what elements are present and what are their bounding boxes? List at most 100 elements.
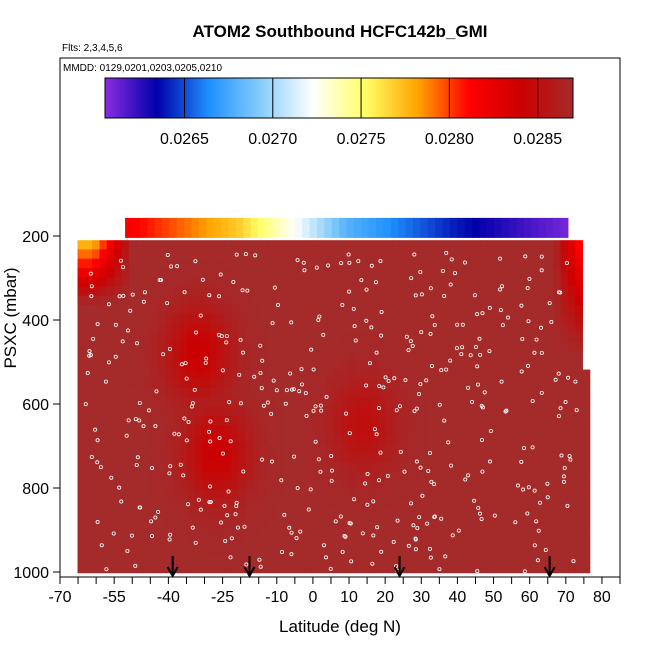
heatmap-top-band-cell (501, 217, 510, 238)
heatmap-cell (414, 489, 422, 500)
heatmap-cell (311, 406, 320, 417)
heatmap-cell (465, 461, 474, 472)
heatmap-cell (143, 360, 152, 370)
sample-point (426, 468, 431, 473)
heatmap-cell (99, 526, 108, 537)
heatmap-cell (136, 378, 144, 389)
heatmap-cell (567, 508, 576, 518)
heatmap-cell (487, 563, 496, 574)
heatmap-cell (472, 517, 481, 528)
heatmap-cell (99, 369, 108, 380)
heatmap-cell (384, 471, 393, 481)
heatmap-cell (414, 434, 422, 444)
heatmap-cell (560, 314, 569, 324)
heatmap-cell (158, 443, 166, 454)
heatmap-cell (406, 563, 415, 574)
heatmap-cell (326, 425, 335, 435)
heatmap-cell (275, 240, 283, 250)
heatmap-cell (333, 277, 342, 287)
sample-point (178, 462, 183, 467)
heatmap-cell (487, 258, 496, 269)
sample-point (229, 536, 234, 541)
heatmap-top-band-cell (442, 217, 451, 238)
heatmap-cell (341, 443, 349, 454)
heatmap-cell (509, 498, 518, 509)
sample-point (522, 446, 527, 451)
heatmap-cell (553, 360, 562, 370)
sample-point (353, 338, 358, 343)
heatmap-cell (84, 535, 93, 546)
heatmap-cell (172, 545, 181, 555)
heatmap-cell (99, 323, 108, 333)
sample-point (424, 378, 429, 383)
heatmap-cell (150, 258, 159, 269)
heatmap-cell (443, 351, 452, 361)
heatmap-cell (355, 406, 364, 417)
sample-point (233, 512, 238, 517)
sample-point (430, 314, 435, 319)
heatmap-cell (245, 295, 254, 306)
heatmap-cell (472, 480, 481, 491)
heatmap-cell (428, 351, 437, 361)
heatmap-cell (179, 378, 188, 389)
heatmap-cell (150, 563, 159, 574)
heatmap-cell (77, 554, 86, 564)
sample-point (565, 503, 570, 508)
sample-point (556, 371, 561, 376)
heatmap-cell (480, 332, 488, 343)
heatmap-cell (128, 332, 137, 343)
heatmap-cell (472, 554, 481, 564)
heatmap-cell (362, 443, 371, 454)
heatmap-cell (392, 369, 400, 380)
heatmap-cell (289, 258, 298, 269)
heatmap-cell (392, 378, 400, 389)
heatmap-cell (509, 249, 518, 260)
sample-point (460, 322, 465, 327)
heatmap-cell (494, 388, 503, 398)
heatmap-cell (406, 267, 415, 278)
heatmap-cell (106, 415, 115, 426)
heatmap-cell (311, 304, 320, 315)
sample-point (367, 361, 372, 366)
heatmap-cell (399, 535, 408, 546)
heatmap-cell (370, 434, 379, 444)
heatmap-cell (143, 480, 152, 491)
heatmap-cell (567, 240, 576, 250)
heatmap-cell (487, 295, 496, 306)
heatmap-cell (253, 378, 261, 389)
heatmap-cell (377, 489, 386, 500)
heatmap-cell (370, 554, 379, 564)
sample-point (261, 403, 266, 408)
sample-point (270, 321, 275, 326)
heatmap-cell (172, 508, 181, 518)
heatmap-cell (341, 415, 349, 426)
heatmap-top-band-cell (508, 217, 517, 238)
heatmap-cell (275, 341, 283, 352)
heatmap-cell (384, 378, 393, 389)
heatmap-cell (311, 425, 320, 435)
heatmap-cell (114, 258, 122, 269)
heatmap-cell (575, 314, 583, 324)
heatmap-cell (421, 425, 430, 435)
heatmap-cell (311, 563, 320, 574)
heatmap-cell (472, 267, 481, 278)
heatmap-cell (560, 563, 569, 574)
heatmap-cell (524, 452, 532, 463)
heatmap-cell (253, 286, 261, 297)
heatmap-cell (560, 545, 569, 555)
heatmap-cell (165, 267, 174, 278)
heatmap-cell (582, 545, 591, 555)
heatmap-cell (128, 471, 137, 481)
heatmap-cell (311, 461, 320, 472)
heatmap-cell (282, 434, 291, 444)
heatmap-cell (355, 360, 364, 370)
heatmap-cell (275, 351, 283, 361)
heatmap-cell (282, 415, 291, 426)
heatmap-cell (333, 341, 342, 352)
heatmap-cell (531, 415, 540, 426)
heatmap-cell (267, 415, 276, 426)
heatmap-cell (384, 341, 393, 352)
heatmap-cell (531, 369, 540, 380)
heatmap-top-band-cell (449, 217, 458, 238)
heatmap-cell (179, 295, 188, 306)
